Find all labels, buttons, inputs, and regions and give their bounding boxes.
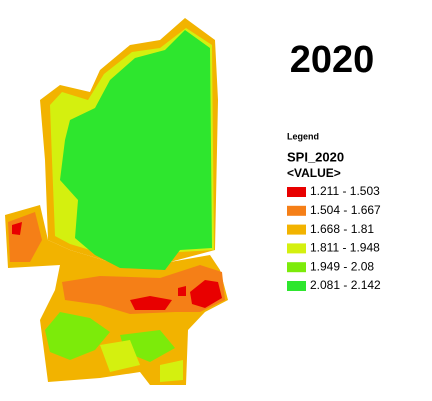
legend-label: 1.949 - 2.08 [310,259,374,273]
legend-heading: Legend [287,131,319,141]
legend-swatch [287,243,306,254]
legend-label: 1.211 - 1.503 [310,184,380,198]
region-north-green [60,30,212,270]
legend-label: 1.668 - 1.81 [310,222,374,236]
legend-layer: SPI_2020 [287,149,344,164]
legend-field: <VALUE> [287,166,341,180]
legend-swatch [287,281,306,291]
map [5,18,228,385]
band-orange [62,265,225,314]
legend-label: 1.504 - 1.667 [310,203,381,217]
legend: Legend SPI_2020 <VALUE> 1.211 - 1.503 1.5… [287,131,381,292]
patch-red [130,280,222,310]
region-south-yellowgreen [100,340,183,382]
legend-label: 1.811 - 1.948 [310,241,380,255]
legend-swatch [287,262,306,273]
legend-swatch [287,224,306,235]
region-south-green [45,312,175,362]
legend-swatch [287,187,306,197]
west-red [12,222,22,235]
map-title: 2020 [290,39,375,81]
legend-swatch [287,205,306,216]
legend-label: 2.081 - 2.142 [310,278,381,292]
